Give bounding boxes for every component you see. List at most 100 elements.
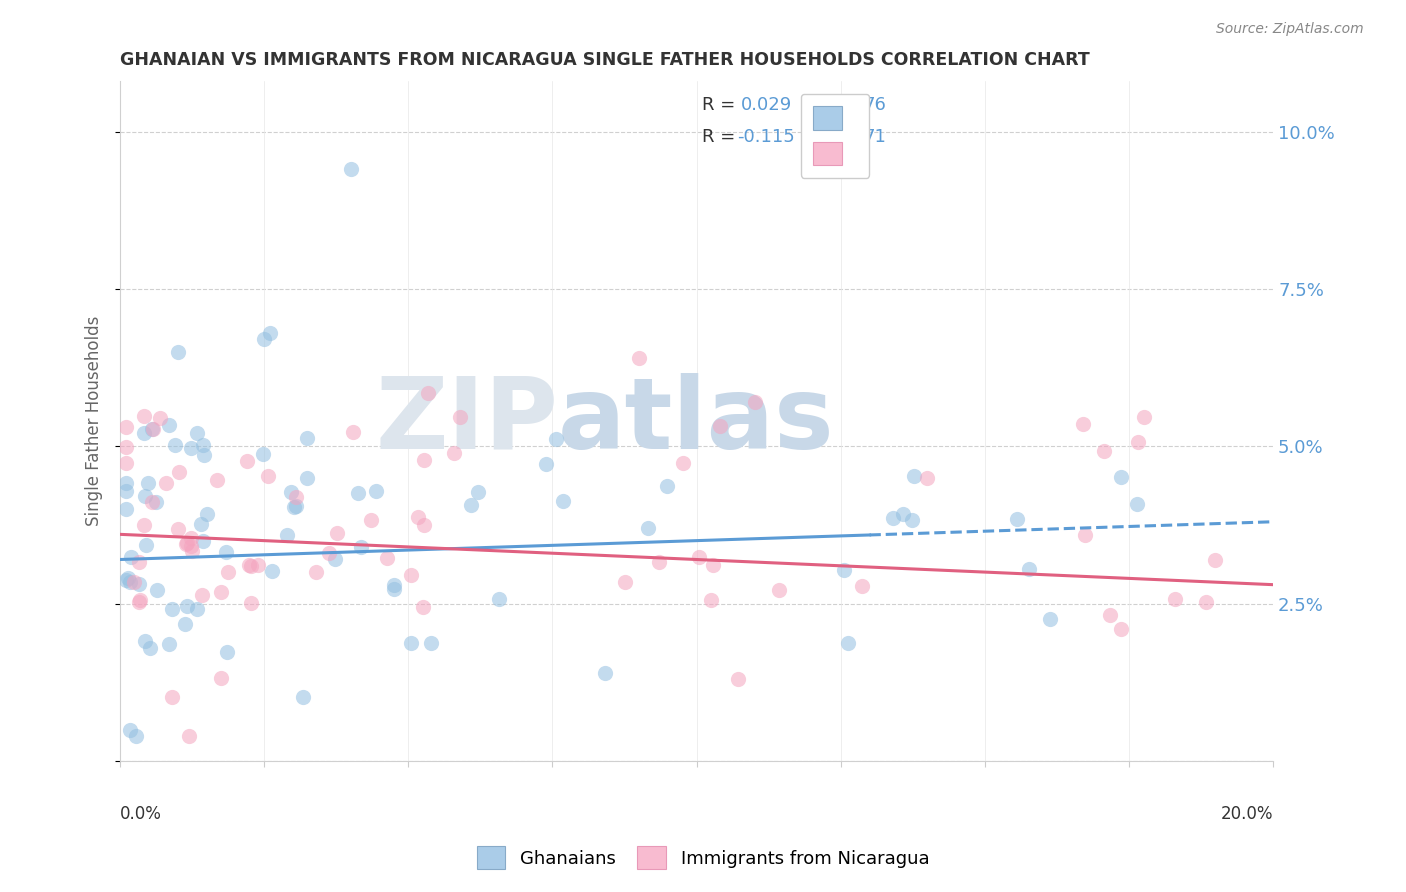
Point [167, 465, 190, 479]
Point [648, 555, 671, 569]
Point [488, 592, 510, 607]
Point [176, 599, 198, 613]
Point [346, 486, 368, 500]
Point [544, 432, 567, 446]
Point [114, 440, 136, 454]
Text: GHANAIAN VS IMMIGRANTS FROM NICARAGUA SINGLE FATHER HOUSEHOLDS CORRELATION CHART: GHANAIAN VS IMMIGRANTS FROM NICARAGUA SI… [120, 51, 1090, 69]
Point [191, 588, 214, 602]
Text: ZIP: ZIP [375, 373, 558, 469]
Point [157, 417, 180, 432]
Point [180, 539, 202, 553]
Point [180, 441, 202, 455]
Point [700, 593, 723, 607]
Point [195, 507, 218, 521]
Point [122, 575, 145, 590]
Point [1092, 443, 1115, 458]
Point [145, 495, 167, 509]
Point [157, 637, 180, 651]
Point [413, 452, 436, 467]
Point [882, 510, 904, 524]
Point [205, 473, 228, 487]
Point [467, 485, 489, 500]
Point [1111, 470, 1133, 484]
Point [142, 421, 165, 435]
Point [120, 723, 142, 738]
Text: Source: ZipAtlas.com: Source: ZipAtlas.com [1216, 22, 1364, 37]
Point [832, 563, 855, 577]
Point [613, 574, 636, 589]
Point [160, 602, 183, 616]
Point [399, 636, 422, 650]
Point [295, 471, 318, 485]
Point [253, 332, 276, 346]
Point [217, 566, 239, 580]
Point [120, 549, 142, 564]
Point [217, 645, 239, 659]
Point [215, 545, 238, 559]
Point [134, 409, 156, 424]
Point [350, 540, 373, 554]
Legend: Ghanaians, Immigrants from Nicaragua: Ghanaians, Immigrants from Nicaragua [468, 838, 938, 879]
Point [256, 469, 278, 483]
Point [420, 635, 443, 649]
Point [702, 558, 724, 572]
Text: N =: N = [827, 96, 868, 114]
Point [291, 690, 314, 704]
Point [114, 484, 136, 499]
Text: 20.0%: 20.0% [1220, 805, 1274, 823]
Point [1111, 622, 1133, 636]
Point [709, 419, 731, 434]
Point [901, 513, 924, 527]
Point [1126, 497, 1149, 511]
Point [166, 522, 188, 536]
Point [117, 571, 139, 585]
Text: N =: N = [827, 128, 868, 146]
Point [295, 431, 318, 445]
Point [1071, 417, 1094, 431]
Point [209, 671, 232, 685]
Point [1133, 409, 1156, 424]
Point [553, 494, 575, 508]
Point [323, 552, 346, 566]
Point [176, 536, 198, 550]
Point [627, 351, 650, 365]
Text: 0.029: 0.029 [741, 96, 792, 114]
Point [114, 456, 136, 470]
Point [837, 636, 859, 650]
Point [136, 475, 159, 490]
Point [262, 564, 284, 578]
Point [768, 583, 790, 598]
Point [114, 573, 136, 587]
Point [1205, 552, 1227, 566]
Point [128, 595, 150, 609]
Point [412, 599, 434, 614]
Point [160, 690, 183, 705]
Point [1126, 435, 1149, 450]
Point [727, 672, 749, 686]
Point [128, 576, 150, 591]
Point [193, 533, 215, 548]
Point [186, 602, 208, 616]
Point [114, 502, 136, 516]
Point [236, 454, 259, 468]
Point [460, 498, 482, 512]
Text: 0.0%: 0.0% [120, 805, 162, 823]
Point [672, 456, 695, 470]
Point [382, 582, 405, 596]
Point [416, 385, 439, 400]
Point [1018, 562, 1040, 576]
Point [128, 592, 150, 607]
Point [536, 458, 558, 472]
Point [259, 326, 281, 340]
Point [163, 438, 186, 452]
Point [1164, 592, 1187, 607]
Point [134, 634, 156, 648]
Point [132, 426, 155, 441]
Text: R =: R = [703, 128, 741, 146]
Point [1195, 595, 1218, 609]
Point [408, 510, 430, 524]
Text: 76: 76 [863, 96, 887, 114]
Point [891, 507, 914, 521]
Point [339, 162, 361, 177]
Point [174, 537, 197, 551]
